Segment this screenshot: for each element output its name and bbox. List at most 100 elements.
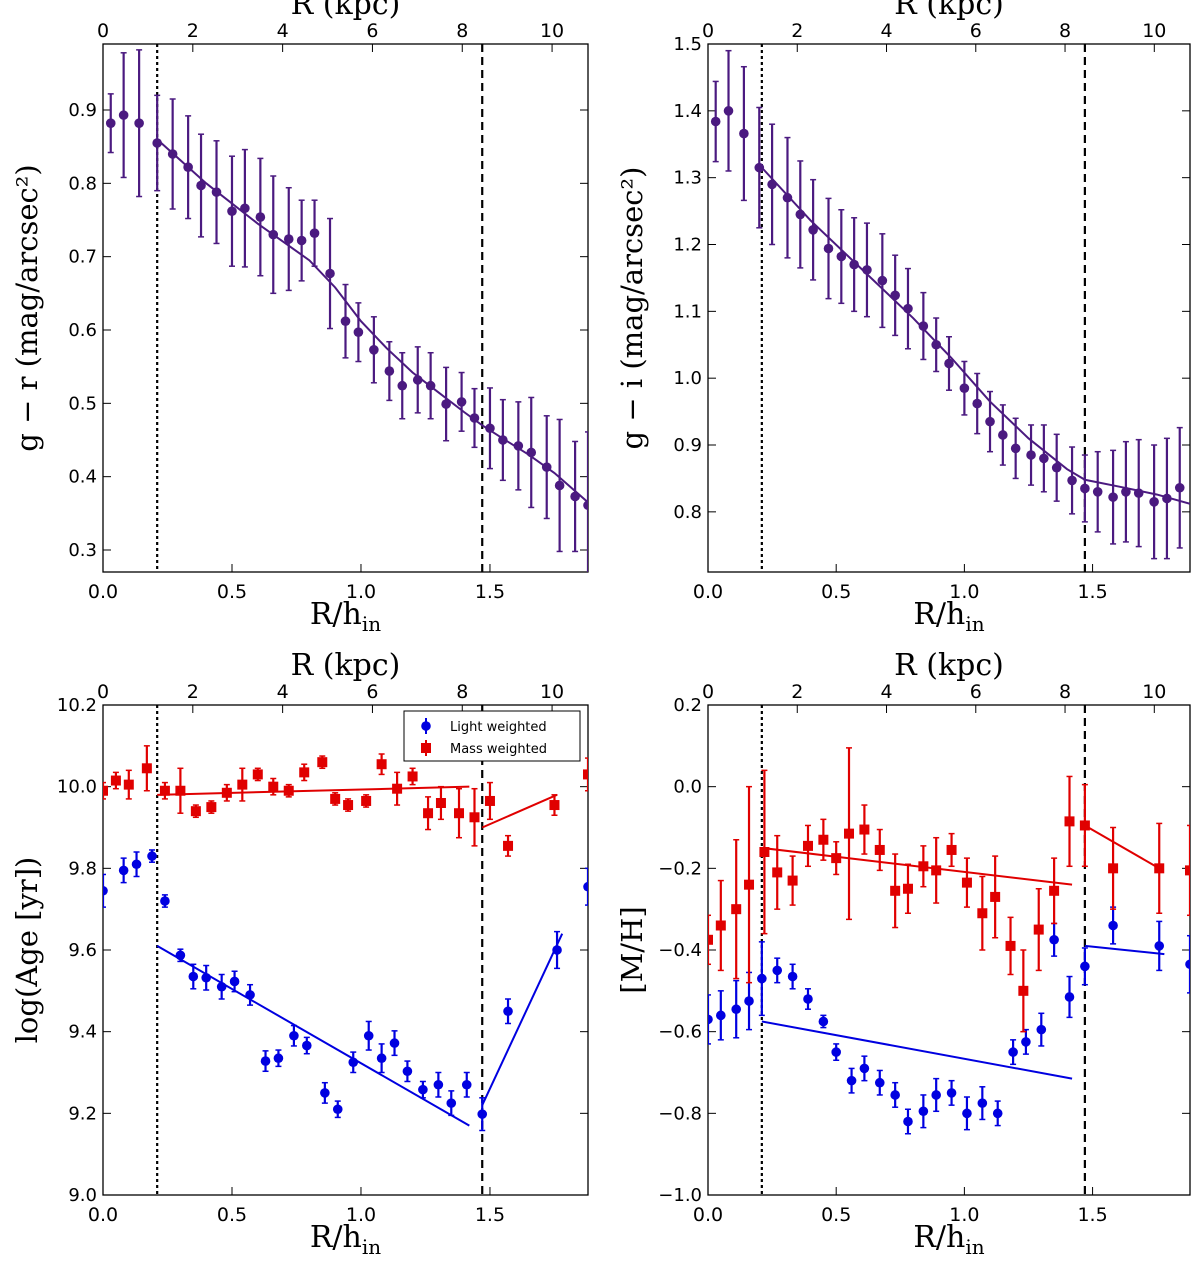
data-point (1008, 1047, 1018, 1057)
x-tick-label: 0.0 (693, 581, 723, 603)
fit-line (481, 793, 558, 829)
top-x-tick-label: 0 (702, 681, 714, 703)
data-point (302, 1040, 312, 1051)
top-x-tick-label: 2 (791, 20, 803, 42)
x-tick-label: 1.0 (346, 581, 376, 603)
data-point (159, 785, 170, 796)
data-point (245, 990, 255, 1000)
data-point (772, 965, 783, 976)
data-point (836, 251, 847, 262)
data-point (369, 345, 379, 355)
data-point (384, 366, 395, 376)
x-axis-label: R/hin (913, 1220, 984, 1259)
data-point (469, 413, 480, 423)
data-point (992, 1108, 1003, 1119)
top-x-tick-label: 4 (277, 681, 289, 703)
data-point (343, 800, 354, 811)
data-point (503, 840, 514, 851)
plot-area (710, 44, 1190, 572)
series-mass-weighted (708, 747, 1190, 1033)
top-x-tick-label: 10 (540, 681, 564, 703)
data-point (831, 1047, 841, 1057)
data-point (998, 430, 1008, 440)
x-axis-label: R/hin (913, 597, 984, 636)
series-mass-weighted (103, 745, 588, 857)
data-point (513, 441, 524, 451)
data-point (818, 834, 829, 845)
data-point (961, 877, 972, 888)
data-point (918, 861, 929, 872)
y-tick-label: 9.0 (68, 1185, 97, 1206)
x-tick-label: 0.5 (821, 1204, 851, 1226)
y-tick-label: −0.4 (658, 940, 702, 961)
data-point (844, 828, 855, 839)
data-point (552, 945, 562, 955)
data-point (782, 192, 793, 203)
y-tick-label: −1.0 (658, 1185, 702, 1206)
data-point (105, 118, 116, 128)
data-point (283, 785, 294, 796)
data-point (425, 380, 436, 391)
fit-line (1084, 944, 1165, 956)
top-x-tick-label: 6 (970, 681, 982, 703)
x-tick-label: 1.0 (346, 1204, 376, 1226)
series-g-i (710, 49, 1185, 560)
axes-frame (102, 43, 589, 573)
data-point (1108, 492, 1118, 502)
data-point (831, 853, 842, 864)
y-tick-label: 10.0 (57, 777, 97, 798)
x-tick-label: 1.5 (1077, 581, 1107, 603)
data-point (330, 793, 341, 804)
fit-line (1084, 824, 1160, 870)
data-point (803, 994, 813, 1004)
data-point (141, 763, 152, 774)
data-point (874, 844, 885, 855)
data-point (877, 275, 888, 286)
top-x-tick-label: 6 (366, 20, 378, 42)
data-point (1049, 885, 1060, 896)
data-point (716, 1010, 726, 1021)
top-x-tick-label: 10 (1142, 681, 1166, 703)
y-tick-label: 0.7 (68, 247, 97, 268)
top-x-tick-label: 10 (540, 20, 564, 42)
data-point (123, 779, 134, 790)
y-axis-label: log(Age [yr]) (10, 857, 44, 1044)
data-point (972, 398, 983, 409)
data-point (433, 1079, 444, 1090)
data-point (348, 1057, 359, 1068)
data-point (1121, 486, 1131, 497)
data-point (392, 783, 403, 794)
data-point (407, 771, 418, 782)
top-x-tick-label: 8 (1059, 681, 1071, 703)
series-light-weighted (103, 849, 588, 1132)
top-x-tick-label: 6 (366, 681, 378, 703)
data-point (708, 1014, 713, 1025)
data-point (1174, 482, 1185, 493)
x-tick-label: 1.5 (1077, 1204, 1107, 1226)
data-point (977, 908, 988, 919)
data-point (1092, 486, 1103, 497)
data-point (1133, 488, 1144, 498)
data-point (977, 1098, 988, 1108)
data-point (461, 1079, 472, 1090)
data-point (361, 795, 372, 806)
data-point (1036, 1024, 1047, 1035)
x-tick-label: 1.5 (475, 1204, 505, 1226)
data-point (1185, 865, 1190, 876)
data-point (484, 795, 495, 806)
y-tick-label: −0.6 (658, 1022, 702, 1043)
data-point (731, 904, 742, 915)
y-tick-label: 9.6 (68, 940, 97, 961)
data-point (260, 1056, 271, 1066)
data-point (296, 235, 307, 246)
data-point (1108, 920, 1118, 931)
data-point (273, 1053, 284, 1064)
y-tick-label: 0.8 (673, 502, 702, 523)
data-point (332, 1104, 343, 1115)
data-point (147, 851, 157, 861)
plot-area (105, 44, 588, 572)
y-tick-label: 9.8 (68, 858, 97, 879)
data-point (862, 265, 872, 275)
data-point (795, 209, 806, 220)
top-x-tick-label: 8 (456, 681, 468, 703)
